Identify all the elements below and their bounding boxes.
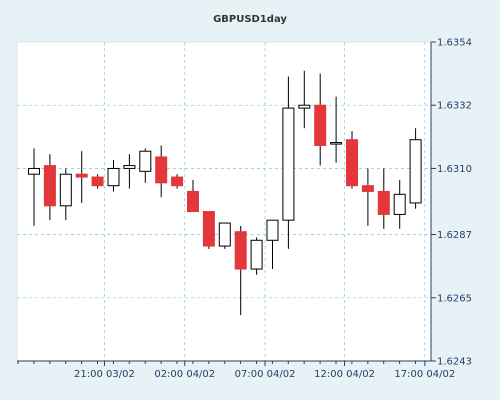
y-axis: 1.6354 1.6332 1.6310 1.6287 1.6265 1.6243: [431, 38, 472, 368]
chart-title: GBPUSD1day: [213, 14, 287, 25]
candle: [266, 219, 279, 270]
candle-body-up: [107, 167, 120, 187]
candle: [28, 148, 40, 226]
candle-body-up: [282, 107, 295, 221]
candle-body-down: [75, 173, 88, 178]
candle: [314, 73, 327, 166]
candle: [282, 76, 295, 249]
plot-area: [16, 41, 432, 362]
candle: [59, 168, 72, 221]
x-tick-label: 02:00 04/02: [154, 369, 215, 380]
x-tick-label: 12:00 04/02: [314, 369, 375, 380]
candle-body-down: [377, 190, 390, 215]
candle-body-up: [330, 142, 343, 145]
candle-body-down: [314, 104, 327, 146]
candle: [218, 222, 231, 249]
candle: [75, 151, 88, 203]
candle-body-down: [202, 211, 215, 247]
y-tick-label: 1.6287: [437, 230, 472, 241]
candle-body-down: [91, 176, 104, 187]
candle: [393, 179, 406, 229]
candle: [330, 96, 343, 163]
x-tick-label: 21:00 03/02: [74, 369, 135, 380]
candle-body-up: [218, 222, 231, 247]
candle-body-down: [155, 156, 168, 184]
y-tick-label: 1.6354: [437, 38, 472, 49]
candle: [298, 70, 311, 129]
candle: [123, 154, 136, 189]
candle-body-down: [234, 231, 247, 270]
x-tick-label: 17:00 04/02: [394, 369, 455, 380]
y-tick-label: 1.6310: [437, 164, 472, 175]
candle: [171, 174, 184, 189]
candle-body-down: [43, 165, 56, 207]
candle-body-down: [171, 176, 184, 187]
candle: [361, 168, 374, 226]
candle: [155, 145, 168, 198]
candle-body-up: [250, 239, 263, 270]
candle: [346, 131, 358, 189]
candle-body-up: [59, 173, 72, 207]
candle-body-up: [139, 150, 152, 172]
candle: [250, 237, 263, 275]
candle: [234, 225, 247, 316]
candle-body-up: [393, 193, 406, 215]
candle-body-down: [346, 139, 358, 187]
y-tick-label: 1.6265: [437, 293, 472, 304]
candle: [91, 174, 104, 189]
candle: [107, 159, 120, 192]
x-axis: 21:00 03/02 02:00 04/02 07:00 04/02 12:00 0…: [17, 361, 455, 380]
candle: [43, 154, 56, 221]
y-tick-label: 1.6243: [437, 357, 472, 368]
candle: [202, 211, 215, 249]
y-tick-label: 1.6332: [437, 101, 472, 112]
candle-body-up: [266, 219, 279, 241]
candle-body-up: [123, 165, 136, 169]
candle-body-down: [187, 190, 199, 213]
x-tick-label: 07:00 04/02: [235, 369, 296, 380]
candle-body-up: [409, 139, 422, 204]
candles: [28, 70, 422, 316]
candle-body-up: [28, 167, 40, 175]
candle-body-up: [298, 104, 311, 109]
candle: [187, 179, 199, 213]
candle: [409, 128, 422, 209]
candle: [139, 148, 152, 183]
candle: [377, 168, 390, 229]
candle-body-down: [361, 185, 374, 192]
